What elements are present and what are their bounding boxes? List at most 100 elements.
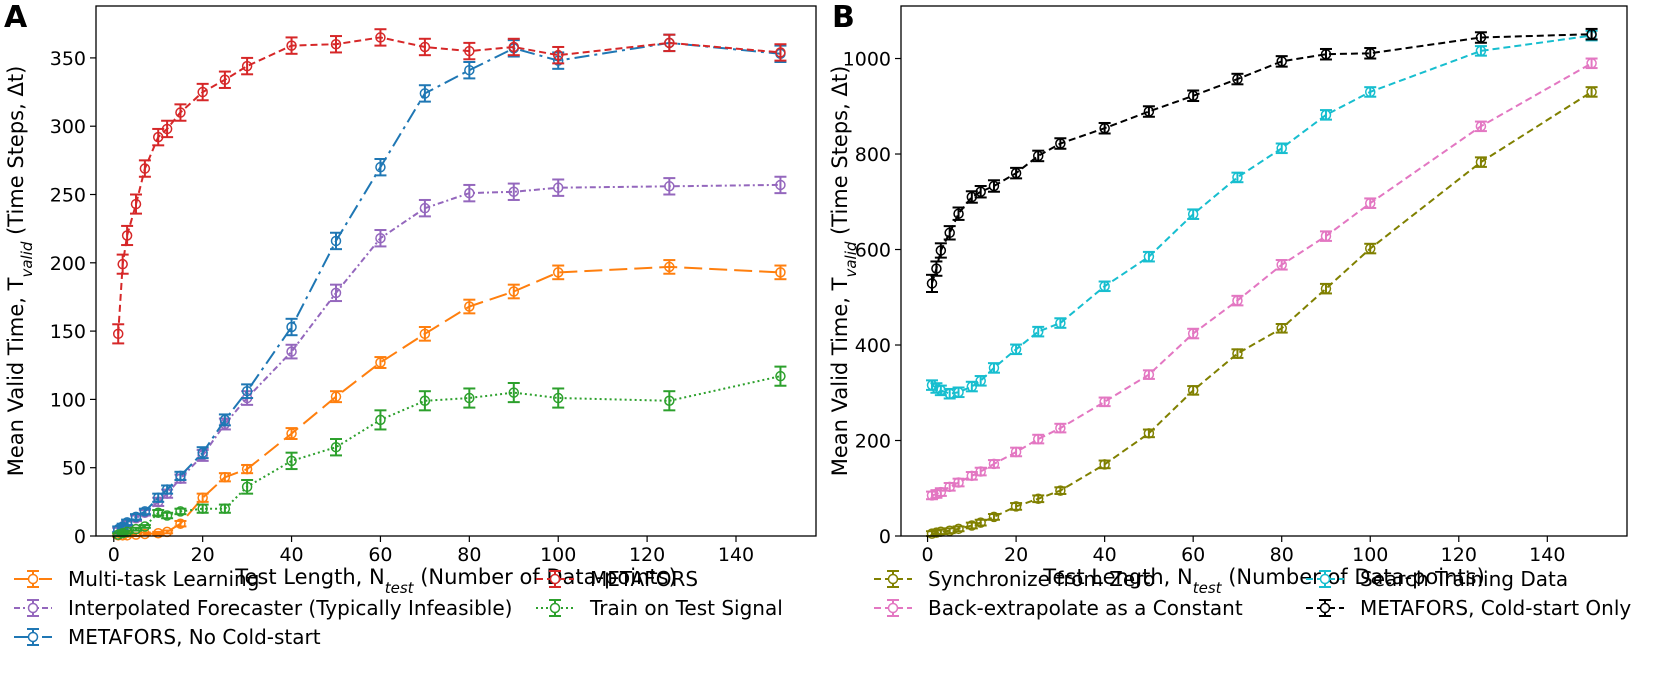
panel-b-data-point — [1143, 251, 1155, 262]
panel-b-data-point — [1364, 86, 1376, 98]
panel-b-data-point — [1475, 45, 1487, 57]
panel-a-data-point — [375, 161, 386, 173]
panel-a-data-point — [241, 481, 253, 493]
panel-b-data-point — [926, 278, 938, 289]
panel-b-data-point — [953, 477, 964, 488]
panel-b-x-ticks: 0 20 40 60 80 100 120 140 — [922, 536, 1565, 566]
panel-a-data-point — [508, 186, 520, 198]
panel-b-x-tick-label: 100 — [1352, 544, 1388, 566]
panel-a-data-point — [219, 472, 231, 483]
panel-b-data-point — [988, 362, 1000, 374]
panel-b-data-point — [1232, 348, 1243, 359]
panel-b-data-point — [953, 523, 964, 535]
panel-a-data-point — [775, 267, 786, 278]
panel-b-y-tick-label: 800 — [855, 144, 891, 166]
panel-b-data-point — [1187, 208, 1199, 220]
panel-b-data-point — [1143, 106, 1155, 117]
panel-a-data-point — [375, 32, 386, 43]
panel-b-legend-label: Synchronize from Zero — [928, 567, 1155, 591]
panel-b-data-point — [1320, 283, 1332, 294]
panel-b-data-point — [1320, 109, 1332, 121]
panel-a-data-point — [241, 385, 253, 397]
panel-b-series-metafors-cold-start-only — [925, 27, 1598, 294]
panel-b-data-point — [1099, 396, 1110, 408]
panel-b-data-point — [1187, 90, 1199, 102]
panel-a-x-ticks: 0 20 40 60 80 100 120 140 — [108, 536, 754, 566]
panel-b-data-point — [988, 458, 1000, 470]
panel-a-series-multi-task-learning — [112, 259, 787, 541]
panel-b-y-ticks: 0 200 400 600 800 1000 — [843, 49, 901, 548]
panel-b-data-point — [1187, 385, 1199, 396]
panel-b-data-point — [935, 245, 947, 256]
panel-b-data-point — [1320, 230, 1332, 242]
panel-a-x-tick-label: 0 — [108, 544, 120, 566]
panel-a-data-point — [139, 521, 151, 532]
panel-a-data-point — [175, 506, 186, 517]
panel-b-x-tick-label: 80 — [1270, 544, 1294, 566]
panel-b-data-point — [1364, 48, 1376, 59]
panel-b-data-point — [1232, 295, 1243, 306]
panel-a-data-point — [664, 37, 675, 49]
panel-b-legend-item: METAFORS, Cold-start Only — [1306, 596, 1631, 620]
panel-a-data-point — [175, 470, 186, 482]
panel-a-x-tick-label: 140 — [718, 544, 754, 566]
panel-b-data-point — [1055, 317, 1066, 329]
panel-a-letter: A — [4, 0, 28, 35]
panel-b-data-point — [975, 466, 986, 477]
panel-a-series-train-on-test-signal — [112, 365, 787, 540]
panel-a-data-point — [241, 463, 253, 475]
panel-a-data-point — [375, 232, 386, 244]
panel-b-data-point — [1099, 122, 1110, 134]
panel-b-letter: B — [832, 0, 855, 35]
panel-a-data-point — [152, 492, 164, 504]
panel-b-legend-item: Search Training Data — [1306, 567, 1568, 591]
panel-b-data-point — [1586, 28, 1597, 40]
panel-a-data-point — [552, 49, 564, 61]
panel-b-data-point — [1187, 328, 1199, 339]
panel-b-data-point — [953, 387, 964, 398]
panel-b-legend-label: Back-extrapolate as a Constant — [928, 596, 1243, 620]
panel-a-x-tick-label: 100 — [540, 544, 576, 566]
panel-a-data-point — [464, 64, 475, 76]
panel-b-data-point — [1475, 156, 1487, 168]
panel-b-data-point — [1010, 501, 1022, 512]
panel-b-series-line — [931, 33, 1592, 284]
panel-b-series-search-training-data — [925, 29, 1598, 400]
panel-a-data-point — [286, 40, 297, 51]
panel-a-legend-item: Multi-task Learning — [14, 567, 259, 591]
panel-b-data-point — [1055, 485, 1066, 496]
panel-a-data-point — [241, 60, 253, 72]
panel-a-data-point — [664, 261, 675, 273]
panel-a-series-line — [117, 36, 781, 334]
panel-a-data-point — [775, 370, 786, 382]
panel-a-legend-marker — [549, 573, 561, 585]
panel-a-series-line — [117, 375, 781, 536]
panel-a-y-tick-label: 250 — [50, 185, 86, 207]
panel-a-data-point — [508, 387, 520, 398]
panel-b-series — [925, 27, 1598, 539]
panel-b-data-point — [1032, 493, 1044, 505]
panel-b-data-point — [1232, 73, 1243, 85]
panel-a-y-tick-label: 0 — [74, 526, 86, 548]
panel-a-y-tick-label: 300 — [50, 116, 86, 138]
panel-a-y-tick-label: 50 — [62, 458, 86, 480]
panel-a-series-metafors — [112, 28, 787, 345]
panel-a-data-point — [775, 47, 786, 58]
panel-a-series-line — [117, 183, 781, 532]
panel-a-data-point — [197, 492, 208, 504]
panel-b-data-point — [1276, 143, 1287, 154]
panel-a-y-tick-label: 150 — [50, 321, 86, 343]
panel-b-series-synchronize-from-zero — [925, 86, 1598, 539]
panel-a-data-point — [664, 181, 675, 192]
panel-a-data-point — [175, 107, 186, 118]
panel-a: A 0 20 40 60 80 100 120 140 0 50 100 150 200 250 300 3… — [4, 0, 817, 649]
panel-a-data-point — [464, 187, 475, 199]
panel-b-legend-item: Back-extrapolate as a Constant — [874, 596, 1243, 620]
panel-a-data-point — [330, 38, 342, 50]
panel-b-y-axis-label: Mean Valid Time, Tvalid (Time Steps, Δt) — [828, 66, 860, 477]
panel-b-data-point — [935, 486, 947, 498]
panel-a-series-metafors-no-cold-start — [112, 33, 787, 535]
panel-a-legend-label: Train on Test Signal — [589, 596, 783, 620]
panel-a-data-point — [419, 328, 431, 340]
